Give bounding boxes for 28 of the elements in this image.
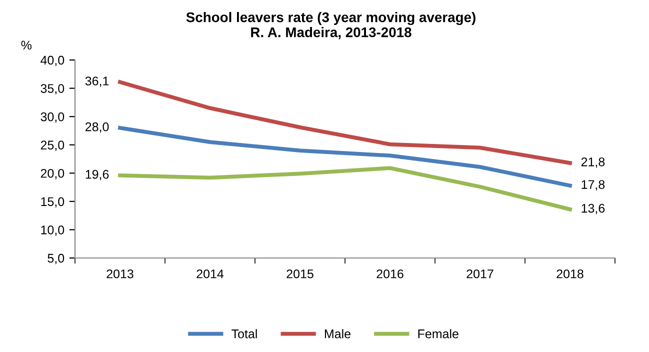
y-tick-label: 15,0 [41, 197, 64, 208]
line-series [118, 80, 572, 165]
x-tick-label: 2013 [106, 269, 134, 278]
line-series [118, 126, 572, 188]
data-label: 17,8 [582, 180, 605, 190]
data-label: 19,6 [86, 170, 109, 180]
y-tick-label: 10,0 [41, 226, 64, 236]
x-tick-label: 2015 [286, 269, 314, 278]
data-label: 36,1 [85, 76, 109, 87]
chart-title: School leavers rate (3 year moving average) R. A. Madeira, 2013-2018 [186, 12, 476, 40]
y-tick-label: 35,0 [40, 84, 64, 94]
legend-label: Male [324, 329, 350, 338]
legend-label: Total [232, 329, 257, 338]
data-label: 28,0 [86, 122, 109, 133]
y-axis-title: % [21, 40, 32, 50]
data-label: 13,6 [582, 204, 605, 214]
x-tick-label: 2017 [466, 269, 494, 278]
y-tick-label: 40,0 [40, 56, 64, 66]
data-label: 21,8 [581, 157, 605, 168]
x-tick-label: 2018 [556, 269, 584, 278]
x-tick-label: 2016 [376, 269, 404, 278]
y-tick-label: 20,0 [40, 168, 64, 180]
y-tick-label: 25,0 [40, 140, 64, 151]
line-series [118, 166, 572, 212]
y-tick-label: 30,0 [40, 112, 64, 123]
x-tick-label: 2014 [196, 269, 224, 278]
legend-label: Female [418, 329, 458, 338]
y-tick-label: 5,0 [48, 254, 64, 264]
